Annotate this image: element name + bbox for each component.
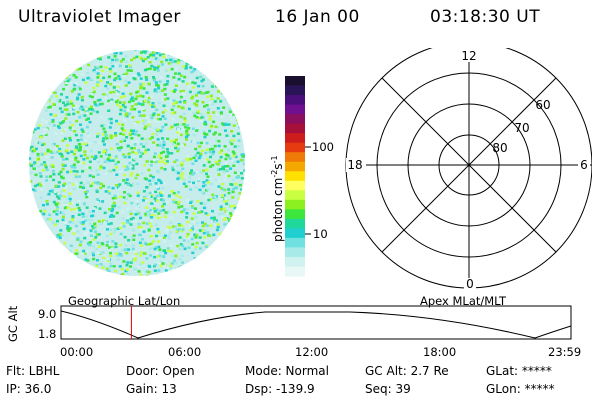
colorbar-swatch <box>285 247 305 258</box>
lat-label-60: 60 <box>535 98 550 112</box>
color-scale-bar <box>285 76 311 277</box>
info-door: Door: Open <box>126 364 195 378</box>
x-tick-2359: 23:59 <box>548 345 582 359</box>
x-tick-0000: 00:00 <box>60 345 94 359</box>
colorbar-swatch <box>285 256 305 267</box>
colorbar-swatch <box>285 161 305 172</box>
altitude-timeline <box>60 305 572 340</box>
instrument-title: Ultraviolet Imager <box>18 7 181 27</box>
colorbar-swatch <box>285 218 305 229</box>
polar-mlt-plot: 12 18 6 0 60 70 80 <box>345 48 592 290</box>
colorbar-swatch <box>285 266 305 277</box>
timeline-y-label: GC Alt <box>6 305 20 342</box>
mlt-label-12: 12 <box>461 49 476 63</box>
mlt-label-0: 0 <box>466 277 474 290</box>
uv-image-disk <box>29 50 245 276</box>
colorbar-swatch <box>285 133 305 144</box>
timeline-y-tick-low: 1.8 <box>38 327 57 341</box>
colorbar-swatch <box>285 237 305 248</box>
colorbar-swatch <box>285 209 305 220</box>
colorbar-swatch <box>285 95 305 106</box>
colorbar-swatch <box>285 152 305 163</box>
colorbar-swatch <box>285 171 305 182</box>
colorbar-swatch <box>285 123 305 134</box>
colorbar-swatch <box>285 142 305 153</box>
info-seq: Seq: 39 <box>365 382 411 396</box>
time-label: 03:18:30 UT <box>430 7 541 27</box>
date-label: 16 Jan 00 <box>275 7 360 27</box>
colorbar-swatch <box>285 180 305 191</box>
info-dsp: Dsp: -139.9 <box>245 382 315 396</box>
geographic-caption: Geographic Lat/Lon <box>68 294 181 308</box>
x-tick-1800: 18:00 <box>423 345 457 359</box>
colorbar-tick-10: 10 <box>313 227 328 241</box>
info-mode: Mode: Normal <box>245 364 329 378</box>
info-glat: GLat: ***** <box>486 364 552 378</box>
colorbar-tick-100: 100 <box>312 140 334 154</box>
colorbar-swatch <box>285 104 305 115</box>
colorbar-swatch <box>285 190 305 201</box>
colorbar-units-label: photon cm-2s-1 <box>270 155 285 242</box>
timeline-frame <box>60 305 572 340</box>
info-glon: GLon: ***** <box>486 382 555 396</box>
x-tick-0600: 06:00 <box>168 345 202 359</box>
info-filter: Flt: LBHL <box>6 364 60 378</box>
mlt-label-6: 6 <box>580 158 588 172</box>
info-gc-alt: GC Alt: 2.7 Re <box>365 364 449 378</box>
altitude-curve <box>60 310 572 339</box>
colorbar-swatch <box>285 85 305 96</box>
colorbar-swatch <box>285 76 305 87</box>
lat-label-80: 80 <box>492 141 507 155</box>
colorbar-swatch <box>285 228 305 239</box>
colorbar-swatch <box>285 114 305 125</box>
colorbar-swatch <box>285 199 305 210</box>
apex-caption: Apex MLat/MLT <box>420 294 507 308</box>
info-gain: Gain: 13 <box>126 382 177 396</box>
mlt-label-18: 18 <box>347 158 362 172</box>
timeline-y-tick-high: 9.0 <box>38 307 57 321</box>
info-ip: IP: 36.0 <box>6 382 52 396</box>
x-tick-1200: 12:00 <box>295 345 329 359</box>
lat-label-70: 70 <box>514 121 529 135</box>
